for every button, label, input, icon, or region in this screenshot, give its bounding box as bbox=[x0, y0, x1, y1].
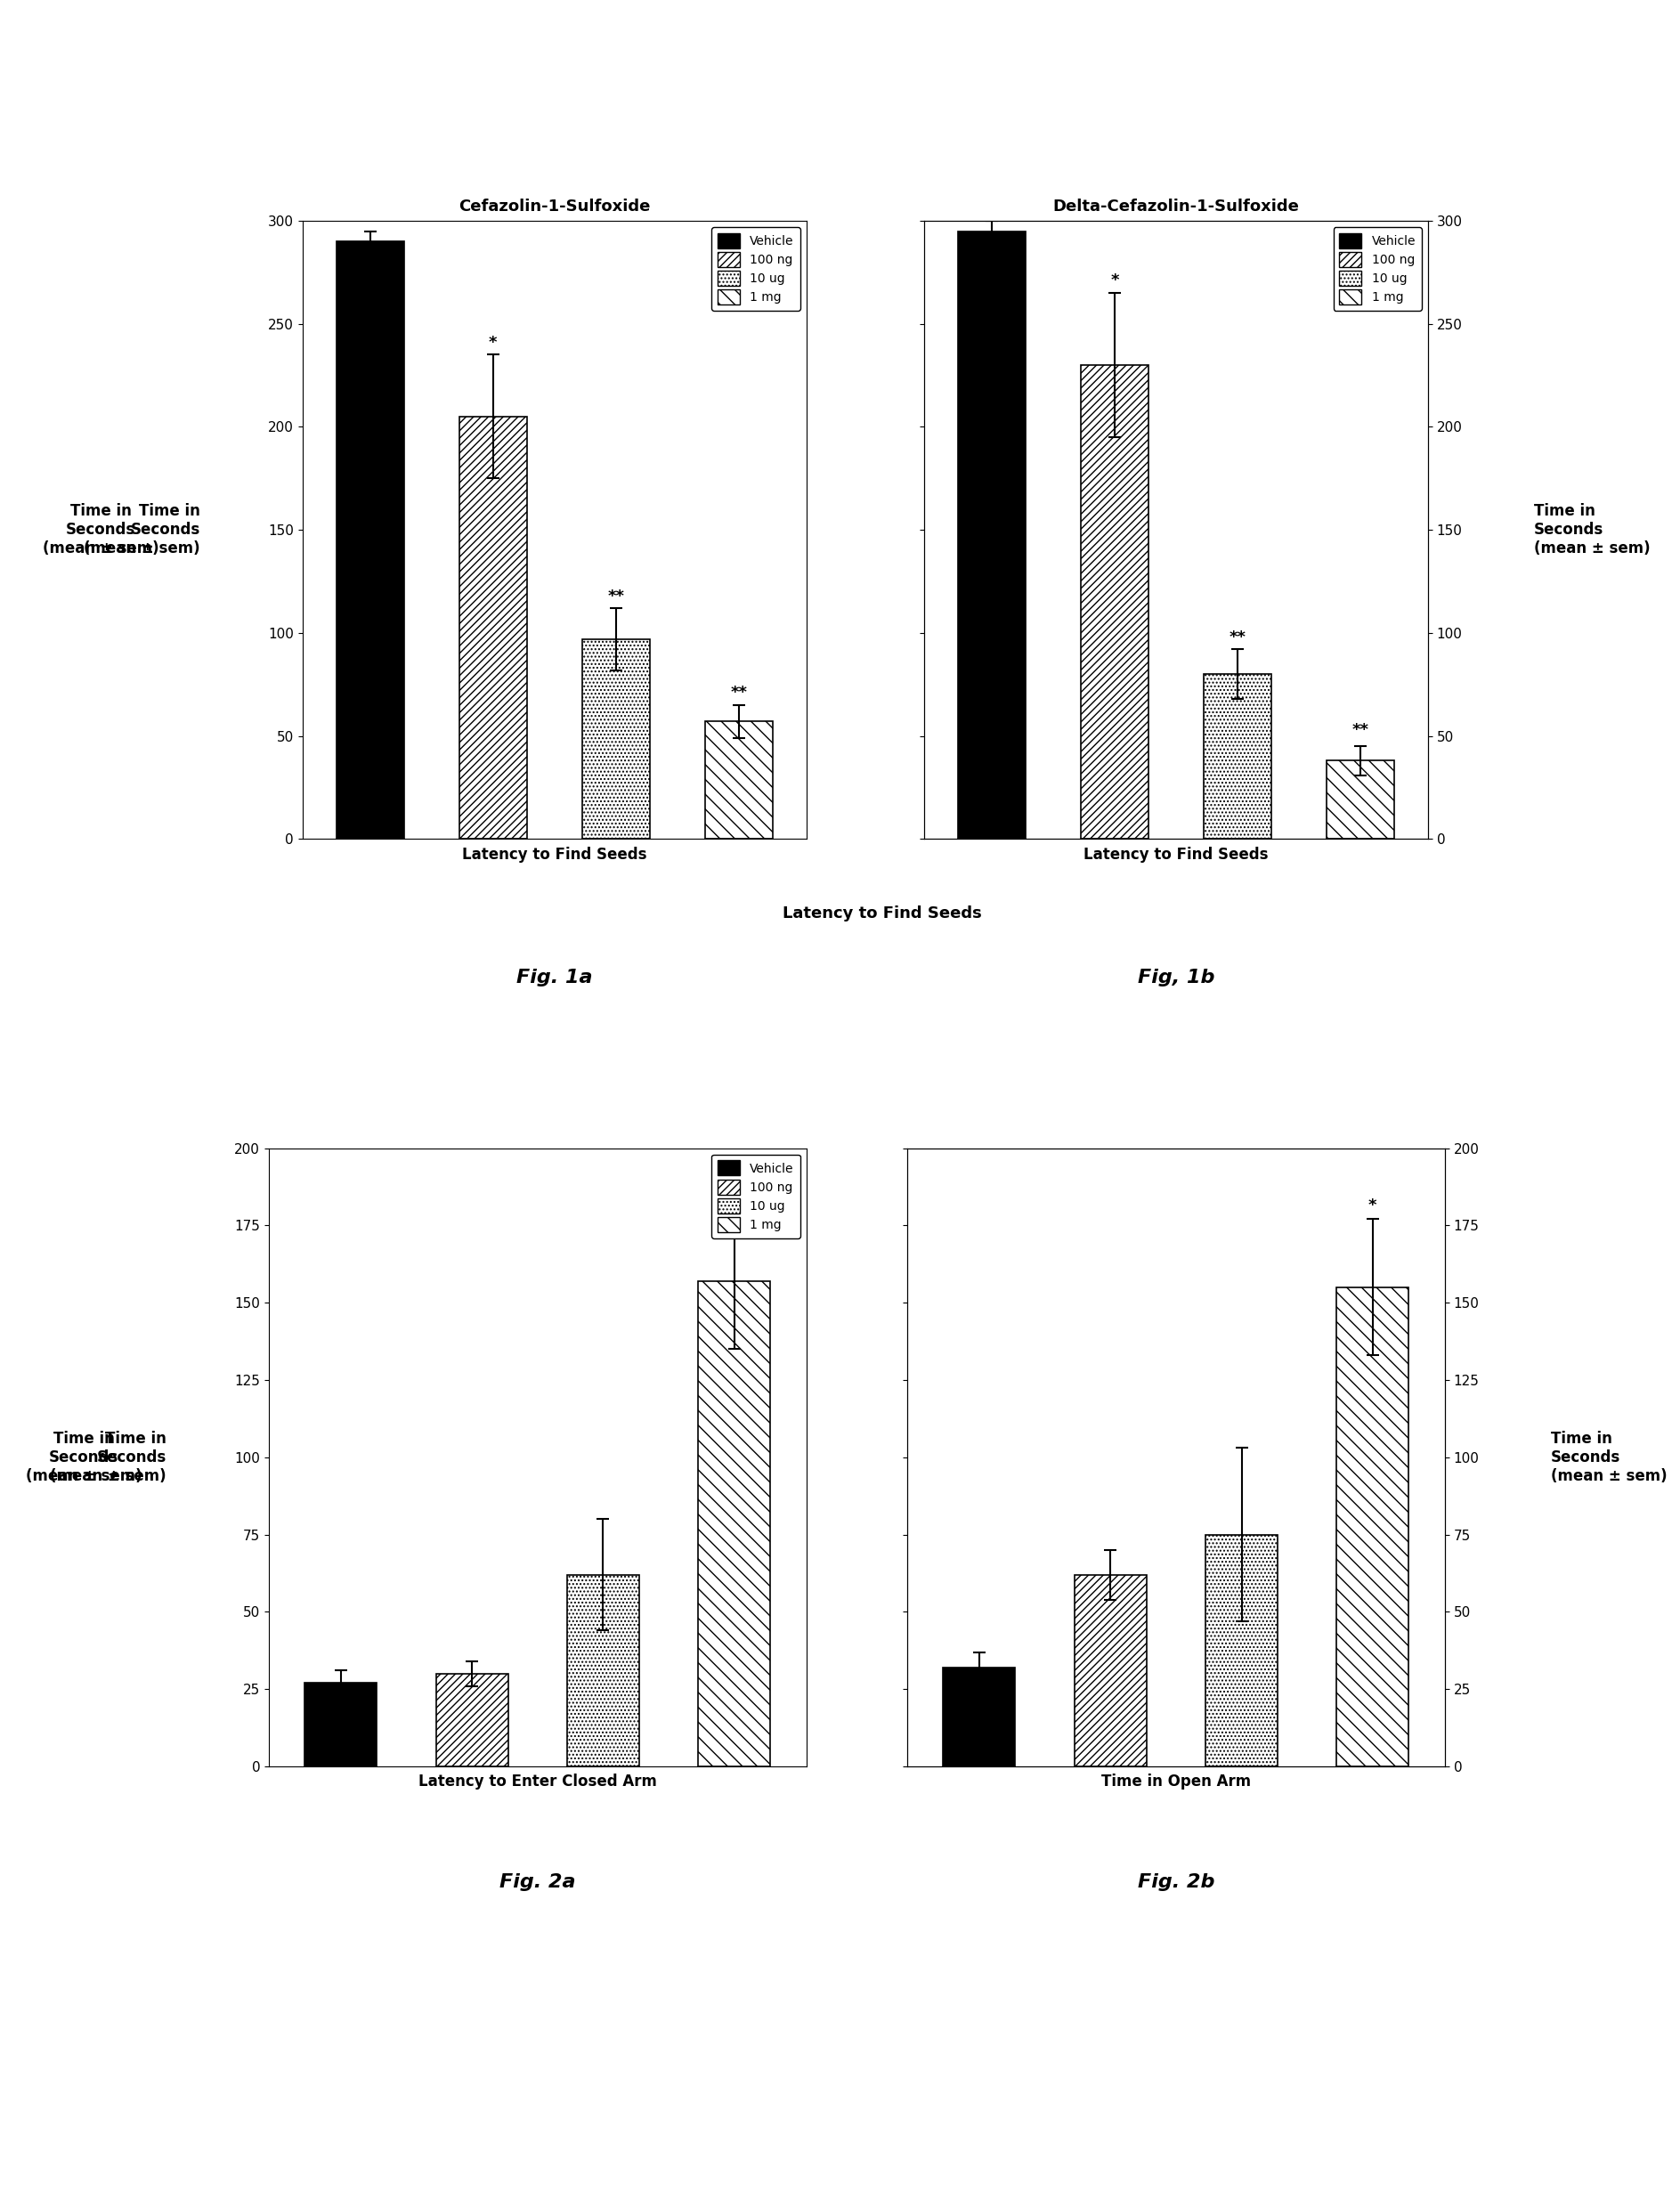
X-axis label: Time in Open Arm: Time in Open Arm bbox=[1100, 1773, 1252, 1791]
X-axis label: Latency to Find Seeds: Latency to Find Seeds bbox=[462, 846, 647, 863]
Bar bbox=[437, 1674, 507, 1766]
X-axis label: Latency to Enter Closed Arm: Latency to Enter Closed Arm bbox=[418, 1773, 657, 1791]
Text: *: * bbox=[1369, 1197, 1378, 1212]
Text: **: ** bbox=[1230, 629, 1247, 645]
Bar bbox=[1337, 1287, 1410, 1766]
Text: Time in
Seconds
(mean ± sem): Time in Seconds (mean ± sem) bbox=[25, 1431, 143, 1484]
Y-axis label: Time in
Seconds
(mean ± sem): Time in Seconds (mean ± sem) bbox=[50, 1431, 166, 1484]
Text: *: * bbox=[489, 336, 497, 351]
Y-axis label: Time in
Seconds
(mean ± sem): Time in Seconds (mean ± sem) bbox=[1534, 503, 1650, 556]
Legend: Vehicle, 100 ng, 10 ug, 1 mg: Vehicle, 100 ng, 10 ug, 1 mg bbox=[1334, 227, 1421, 311]
Bar bbox=[568, 1574, 638, 1766]
Text: *: * bbox=[731, 1190, 739, 1208]
Bar bbox=[942, 1667, 1015, 1766]
Bar bbox=[958, 232, 1025, 839]
Text: Fig. 1a: Fig. 1a bbox=[516, 969, 593, 987]
Text: Fig. 2a: Fig. 2a bbox=[499, 1875, 576, 1892]
Text: **: ** bbox=[1352, 722, 1369, 737]
Title: Cefazolin-1-Sulfoxide: Cefazolin-1-Sulfoxide bbox=[459, 199, 650, 214]
Text: *: * bbox=[1110, 274, 1119, 289]
Y-axis label: Time in
Seconds
(mean ± sem): Time in Seconds (mean ± sem) bbox=[84, 503, 200, 556]
X-axis label: Latency to Find Seeds: Latency to Find Seeds bbox=[1084, 846, 1268, 863]
Text: Fig, 1b: Fig, 1b bbox=[1137, 969, 1215, 987]
Legend: Vehicle, 100 ng, 10 ug, 1 mg: Vehicle, 100 ng, 10 ug, 1 mg bbox=[712, 1155, 800, 1239]
Bar bbox=[1075, 1574, 1146, 1766]
Text: Fig. 2b: Fig. 2b bbox=[1137, 1875, 1215, 1892]
Text: Latency to Find Seeds: Latency to Find Seeds bbox=[783, 905, 981, 921]
Text: **: ** bbox=[608, 587, 625, 605]
Bar bbox=[304, 1682, 376, 1766]
Bar bbox=[336, 241, 403, 839]
Legend: Vehicle, 100 ng, 10 ug, 1 mg: Vehicle, 100 ng, 10 ug, 1 mg bbox=[712, 227, 800, 311]
Bar bbox=[459, 417, 528, 839]
Bar bbox=[706, 722, 773, 839]
Title: Delta-Cefazolin-1-Sulfoxide: Delta-Cefazolin-1-Sulfoxide bbox=[1053, 199, 1299, 214]
Bar bbox=[699, 1281, 771, 1766]
Bar bbox=[1080, 364, 1149, 839]
Text: Time in
Seconds
(mean ± sem): Time in Seconds (mean ± sem) bbox=[42, 503, 160, 556]
Bar bbox=[1206, 1535, 1277, 1766]
Bar bbox=[1203, 673, 1272, 839]
Text: **: ** bbox=[731, 684, 748, 700]
Y-axis label: Time in
Seconds
(mean ± sem): Time in Seconds (mean ± sem) bbox=[1551, 1431, 1667, 1484]
Bar bbox=[1327, 762, 1394, 839]
Bar bbox=[581, 638, 650, 839]
